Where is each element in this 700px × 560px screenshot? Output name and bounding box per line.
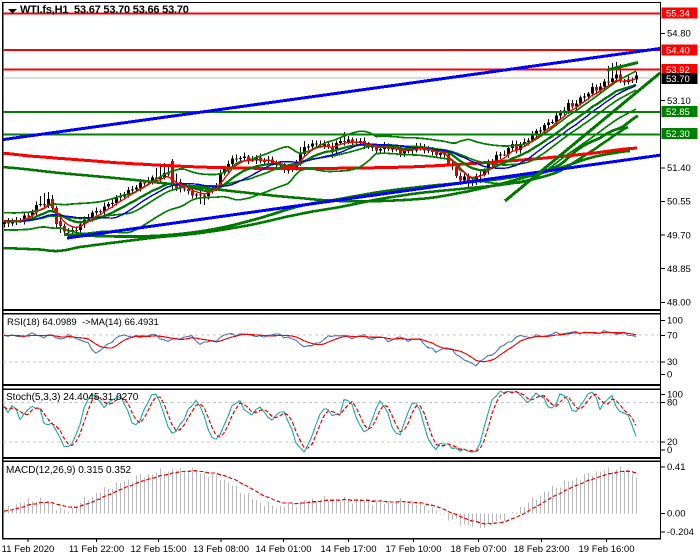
- svg-text:0: 0: [667, 370, 672, 381]
- svg-text:50.55: 50.55: [667, 197, 691, 208]
- svg-text:52.85: 52.85: [666, 107, 690, 118]
- svg-text:55.34: 55.34: [666, 8, 690, 19]
- svg-text:0: 0: [667, 445, 672, 456]
- svg-text:12 Feb 15:00: 12 Feb 15:00: [131, 544, 187, 555]
- svg-text:17 Feb 10:00: 17 Feb 10:00: [386, 544, 442, 555]
- svg-text:11 Feb 22:00: 11 Feb 22:00: [69, 544, 124, 555]
- svg-text:53.70: 53.70: [666, 74, 690, 85]
- svg-text:52.30: 52.30: [666, 129, 690, 140]
- svg-text:MACD(12,26,9) 0.315 0.352: MACD(12,26,9) 0.315 0.352: [6, 465, 132, 476]
- svg-text:100: 100: [667, 390, 683, 401]
- svg-text:48.85: 48.85: [667, 264, 691, 275]
- svg-text:70: 70: [667, 331, 678, 342]
- svg-text:18 Feb 07:00: 18 Feb 07:00: [451, 544, 507, 555]
- svg-text:53.92: 53.92: [666, 65, 690, 76]
- svg-text:RSI(18) 64.0989 ->MA(14) 66.4: RSI(18) 64.0989 ->MA(14) 66.4931: [7, 317, 159, 328]
- svg-text:14 Feb 01:00: 14 Feb 01:00: [256, 544, 312, 555]
- svg-text:11 Feb 2020: 11 Feb 2020: [2, 544, 55, 555]
- svg-text:-0.204: -0.204: [667, 527, 694, 538]
- svg-text:WTI.fs,H1 53.67 53.70 53.66 5: WTI.fs,H1 53.67 53.70 53.66 53.70: [20, 4, 189, 16]
- svg-text:14 Feb 17:00: 14 Feb 17:00: [321, 544, 377, 555]
- svg-text:53.10: 53.10: [667, 96, 691, 107]
- svg-text:Stoch(5,3,3) 24.4045 31.0270: Stoch(5,3,3) 24.4045 31.0270: [6, 392, 139, 403]
- svg-text:100: 100: [667, 316, 683, 327]
- svg-text:30: 30: [667, 357, 678, 368]
- svg-text:54.40: 54.40: [666, 45, 690, 56]
- svg-text:49.70: 49.70: [667, 230, 691, 241]
- svg-text:54.80: 54.80: [667, 29, 691, 40]
- svg-text:0.00: 0.00: [667, 509, 686, 520]
- svg-text:20: 20: [667, 437, 678, 448]
- svg-text:0.41: 0.41: [667, 462, 686, 473]
- svg-text:48.00: 48.00: [667, 298, 691, 309]
- svg-text:51.40: 51.40: [667, 163, 691, 174]
- svg-text:18 Feb 23:00: 18 Feb 23:00: [514, 544, 570, 555]
- svg-text:13 Feb 08:00: 13 Feb 08:00: [193, 544, 249, 555]
- svg-text:19 Feb 16:00: 19 Feb 16:00: [579, 544, 635, 555]
- svg-text:80: 80: [667, 398, 678, 409]
